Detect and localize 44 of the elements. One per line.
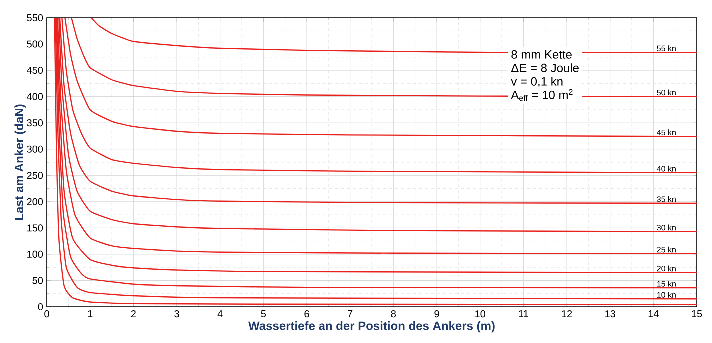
y-tick-label: 400 — [27, 93, 44, 100]
y-tick-label: 150 — [28, 224, 44, 232]
annotation: ΔE = 8 Joule — [512, 64, 579, 72]
y-tick-label: 550 — [27, 14, 44, 22]
annotation: v = 0,1 kn — [511, 77, 563, 88]
x-tick-label: 12 — [562, 310, 572, 318]
series-label: 25 kn — [657, 246, 676, 253]
series-label: 15 kn — [658, 281, 676, 287]
series-label: 20 kn — [657, 266, 676, 272]
y-tick-label: 350 — [27, 120, 44, 127]
x-tick-label: 3 — [174, 310, 180, 318]
y-tick-label: 450 — [27, 67, 44, 74]
y-axis-title: Last am Anker (daN) — [14, 104, 26, 220]
series-label: 45 kn — [657, 130, 676, 136]
x-tick-label: 13 — [606, 310, 616, 318]
x-tick-label: 9 — [434, 310, 440, 318]
x-tick-label: 2 — [131, 310, 136, 318]
y-tick-label: 100 — [28, 250, 44, 258]
x-tick-label: 5 — [261, 310, 266, 318]
y-tick-label: 0 — [38, 303, 44, 311]
y-tick-label: 500 — [27, 40, 44, 48]
x-axis-title: Wassertiefe an der Position des Ankers (m) — [248, 321, 495, 333]
x-tick-label: 10 — [476, 310, 486, 318]
annotation: A$_{eff}$ = 10 m$^{2}$ — [511, 89, 573, 102]
x-tick-label: 1 — [88, 310, 93, 318]
x-tick-label: 8 — [391, 310, 396, 318]
series-label: 50 kn — [657, 90, 676, 96]
series-label: 10 kn — [658, 292, 676, 298]
series-label: 55 kn — [657, 46, 676, 52]
series-label: 30 kn — [657, 224, 676, 231]
x-tick-label: 14 — [648, 310, 659, 318]
y-tick-label: 200 — [27, 198, 44, 206]
x-tick-label: 6 — [304, 310, 310, 318]
annotation: 8 mm Kette — [512, 50, 572, 59]
x-tick-label: 15 — [692, 310, 702, 318]
series-label: 35 kn — [657, 196, 676, 202]
y-tick-label: 300 — [27, 146, 44, 153]
y-tick-label: 250 — [27, 172, 44, 180]
x-tick-label: 0 — [44, 310, 50, 318]
series-label: 40 kn — [657, 166, 676, 172]
x-tick-label: 7 — [348, 310, 353, 318]
y-tick-label: 50 — [32, 277, 44, 284]
x-tick-label: 4 — [218, 310, 223, 318]
x-tick-label: 11 — [519, 310, 528, 318]
